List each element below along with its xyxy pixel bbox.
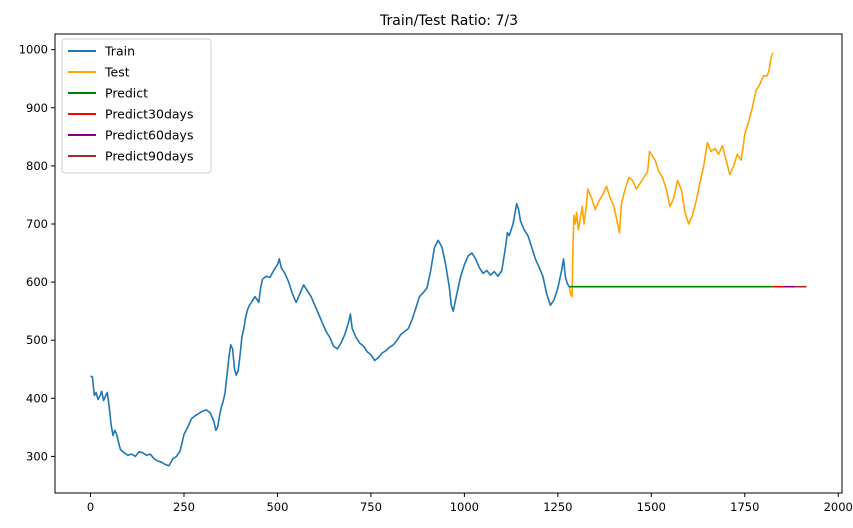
legend-label-predict60days: Predict60days	[105, 128, 193, 143]
series-lines	[90, 52, 807, 467]
x-tick-label: 0	[87, 500, 94, 514]
x-tick-label: 1000	[450, 500, 479, 514]
x-axis: 0 250 500 750 1000 1250 1500 1750 2000	[87, 493, 853, 514]
y-tick-label: 400	[26, 391, 48, 405]
legend-label-predict: Predict	[105, 86, 148, 101]
y-tick-label: 500	[26, 333, 48, 347]
x-tick-label: 1750	[730, 500, 759, 514]
legend: Train Test Predict Predict30days Predict60da…	[61, 38, 212, 174]
chart-title: Train/Test Ratio: 7/3	[379, 13, 518, 29]
x-tick-label: 500	[266, 500, 288, 514]
y-tick-label: 1000	[19, 43, 48, 57]
legend-label-predict90days: Predict90days	[105, 149, 193, 164]
y-tick-label: 300	[26, 449, 48, 463]
y-tick-label: 900	[26, 101, 48, 115]
plot-frame	[54, 33, 843, 494]
x-tick-label: 750	[360, 500, 382, 514]
y-axis: 300 400 500 600 700 800 900 1000	[19, 43, 55, 463]
legend-label-predict30days: Predict30days	[105, 107, 193, 122]
series-line-test	[568, 52, 774, 298]
legend-label-test: Test	[104, 65, 130, 80]
x-tick-label: 2000	[824, 500, 853, 514]
y-tick-label: 600	[26, 275, 48, 289]
x-tick-label: 1500	[637, 500, 666, 514]
x-tick-label: 1250	[543, 500, 572, 514]
series-line-train	[90, 202, 570, 467]
legend-box	[61, 38, 212, 174]
y-tick-label: 800	[26, 159, 48, 173]
x-tick-label: 250	[173, 500, 195, 514]
y-tick-label: 700	[26, 217, 48, 231]
legend-label-train: Train	[104, 44, 135, 59]
